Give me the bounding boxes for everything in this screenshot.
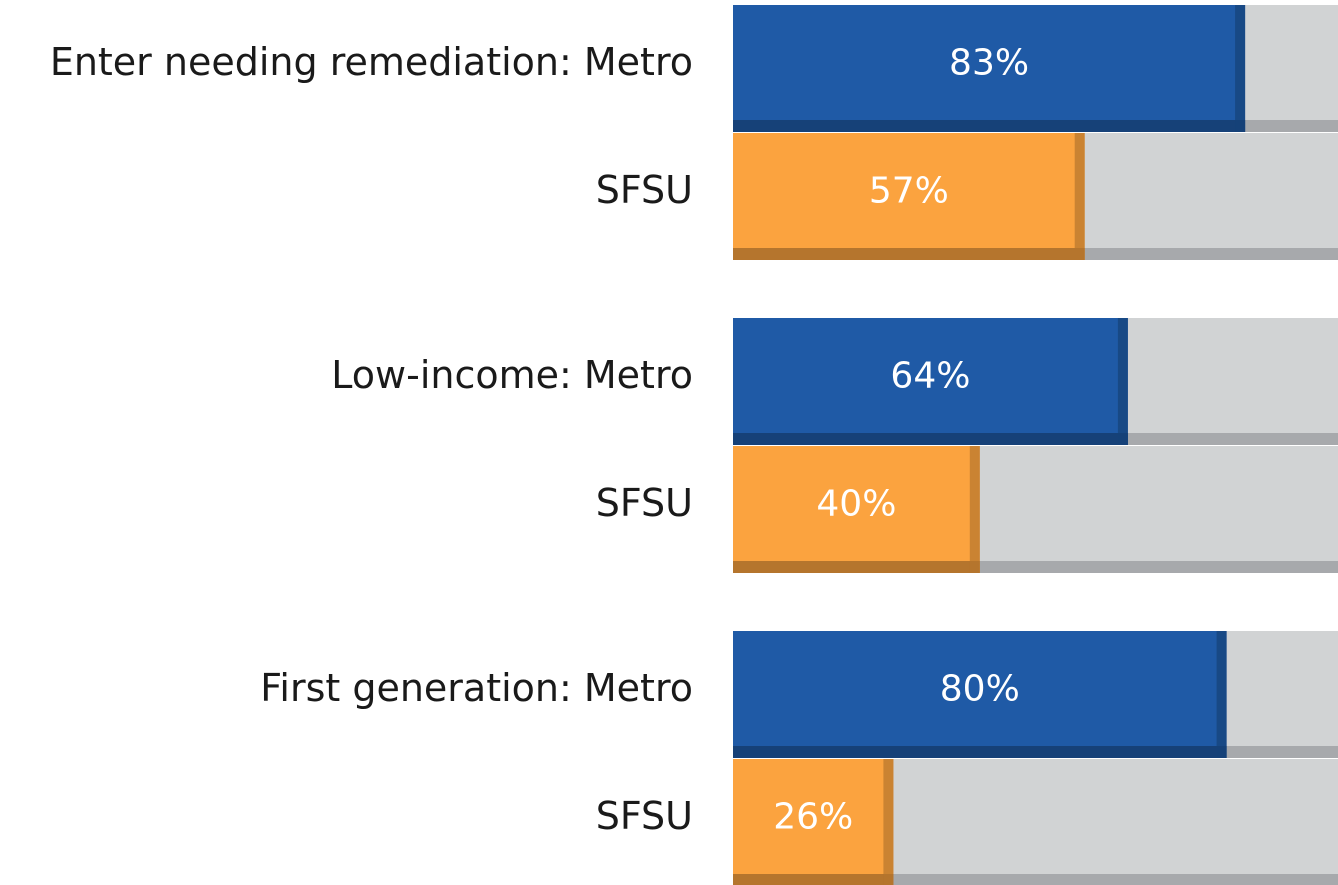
bar-shade: [733, 561, 980, 573]
bar-edge: [969, 446, 980, 573]
bar: [733, 5, 1246, 132]
bar-edge: [1235, 5, 1246, 132]
bar-shade: [733, 874, 894, 885]
value-label: 40%: [816, 484, 896, 525]
bar-edge: [1117, 318, 1128, 445]
bar-shade: [733, 248, 1085, 260]
bar-shade: [733, 120, 1246, 132]
value-label: 64%: [890, 356, 970, 397]
category-label: SFSU: [596, 481, 693, 525]
category-label: SFSU: [596, 794, 693, 838]
value-label: 83%: [949, 43, 1029, 84]
bar-shade: [733, 433, 1128, 445]
category-label: Enter needing remediation: Metro: [50, 40, 693, 84]
bar-edge: [883, 759, 894, 885]
bar: [733, 318, 1128, 445]
category-label: First generation: Metro: [260, 666, 693, 710]
value-label: 80%: [940, 669, 1020, 710]
bar-track-shade: [733, 874, 1338, 885]
value-label: 57%: [869, 171, 949, 212]
bar: [733, 133, 1085, 260]
bar: [733, 631, 1227, 758]
value-label: 26%: [773, 797, 853, 838]
category-label: SFSU: [596, 168, 693, 212]
bar-shade: [733, 746, 1227, 758]
bar: [733, 446, 980, 573]
category-label: Low-income: Metro: [331, 353, 693, 397]
bar-edge: [1074, 133, 1085, 260]
bar: [733, 759, 894, 885]
bar-edge: [1216, 631, 1227, 758]
